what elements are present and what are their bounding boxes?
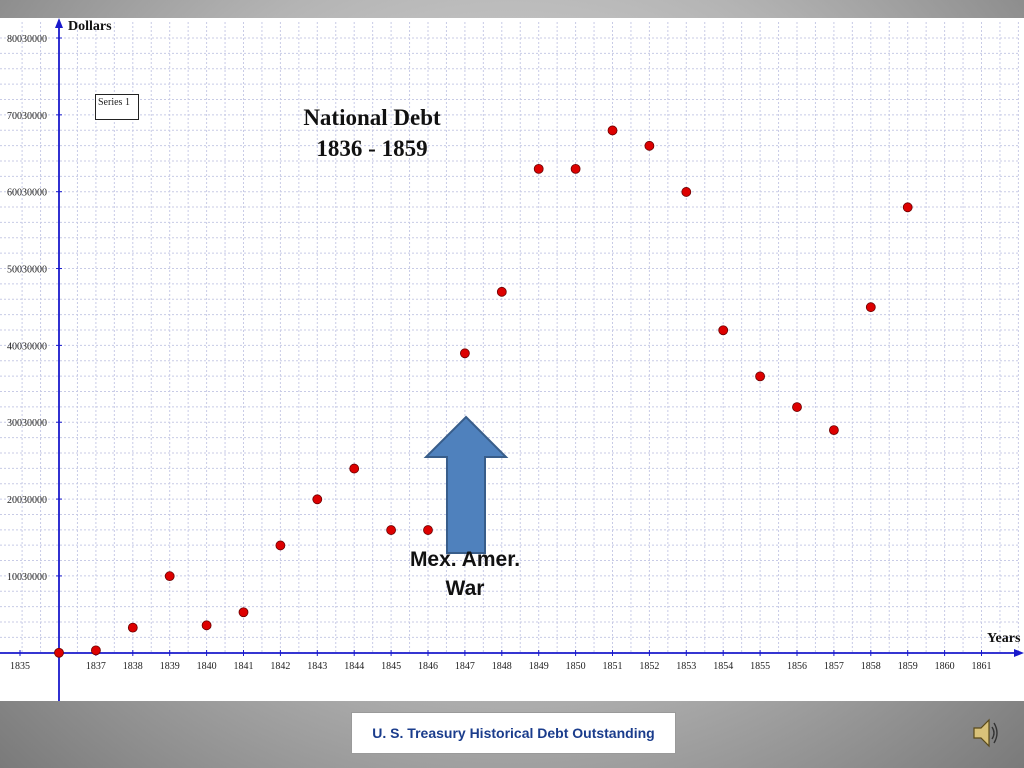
data-point [792,402,802,412]
y-tick-label: 70030000 [7,111,47,122]
data-point [902,202,913,213]
chart-panel: Dollars Years 1835 1837 1838 1839 1840 1841 1842… [0,18,1024,701]
data-point [312,494,323,505]
data-point [718,325,729,336]
x-tick-label: 1841 [234,661,254,672]
y-axis-arrow [55,18,63,28]
y-tick-label: 30030000 [7,418,47,429]
data-point [386,525,397,535]
x-tick-label: 1846 [418,661,438,672]
annotation-line-2: War [445,577,485,600]
x-tick-label: 1861 [972,661,992,672]
x-tick-label: 1849 [529,661,549,672]
scatter-chart: Dollars Years 1835 1837 1838 1839 1840 1841 1842… [0,18,1024,701]
x-tick-label: 1838 [123,661,143,672]
y-tick-label: 60030000 [7,188,47,199]
chart-title-line-2: 1836 - 1859 [316,136,428,161]
x-tick-label: 1858 [861,661,881,672]
legend: Series 1 [95,94,139,120]
data-point [459,348,470,359]
data-point [755,371,765,382]
x-tick-label: 1844 [344,661,364,672]
annotation-line-1: Mex. Amer. [409,548,521,571]
x-tick-label: 1856 [787,661,807,672]
x-tick-label: 1855 [750,661,770,672]
data-point [127,622,138,633]
y-axis-title: Dollars [68,19,112,34]
x-tick-label: 1848 [492,661,512,672]
x-tick-label: 1837 [86,661,106,672]
x-tick-label: 1840 [197,661,217,672]
data-point [349,463,360,474]
war-annotation: Mex. Amer. War [392,545,538,603]
x-axis-title: Years [987,631,1021,646]
legend-entry-series-1: Series 1 [98,97,130,108]
data-point [496,286,507,297]
x-tick-label: 1860 [935,661,955,672]
x-tick-label: 1850 [566,661,586,672]
x-tick-label: 1859 [898,661,918,672]
data-point [681,187,692,197]
y-tick-label: 10030000 [7,572,47,583]
data-point [423,525,433,535]
data-point [607,125,618,136]
x-tick-label: 1835 [10,661,30,672]
data-point [238,607,249,618]
y-tick-label: 40030000 [7,341,47,352]
x-tick-label: 1853 [676,661,696,672]
source-citation: U. S. Treasury Historical Debt Outstandi… [351,712,676,754]
x-tick-label: 1854 [713,661,733,672]
data-point [829,425,839,436]
x-axis-arrow [1014,649,1024,657]
data-point [201,620,212,631]
data-point [644,140,655,151]
speaker-icon[interactable] [972,716,1000,750]
data-point [164,571,175,582]
y-tick-label: 80030000 [7,34,47,45]
x-tick-label: 1839 [160,661,180,672]
data-point [865,302,876,313]
source-label: U. S. Treasury Historical Debt Outstandi… [372,725,655,741]
up-arrow-icon [423,415,509,554]
data-point [570,163,581,174]
y-tick-label: 50030000 [7,265,47,276]
x-tick-label: 1852 [639,661,659,672]
x-tick-label: 1843 [307,661,327,672]
x-tick-label: 1857 [824,661,844,672]
data-point [533,163,544,174]
data-point [91,645,101,656]
chart-title: National Debt 1836 - 1859 [262,102,482,164]
chart-title-line-1: National Debt [303,105,441,130]
y-tick-label: 20030000 [7,495,47,506]
x-tick-label: 1845 [381,661,401,672]
data-point [275,540,286,551]
x-tick-label: 1842 [270,661,290,672]
data-point [54,647,64,658]
x-tick-label: 1847 [455,661,475,672]
x-tick-label: 1851 [603,661,623,672]
